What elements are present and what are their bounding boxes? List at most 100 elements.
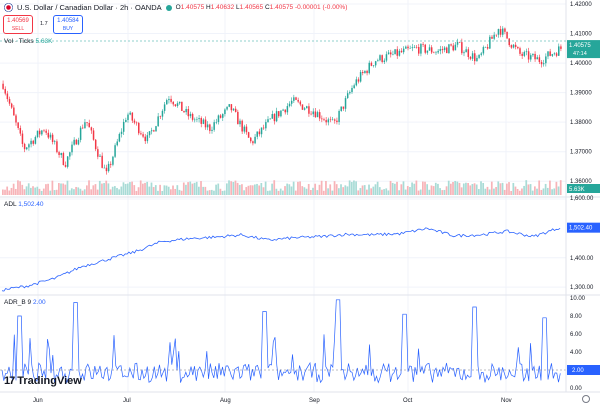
candle-body: [260, 127, 263, 135]
volume-bar: [325, 181, 327, 195]
volume-bar: [189, 181, 192, 195]
volume-bar: [62, 183, 65, 195]
volume-bar: [275, 188, 278, 195]
volume-bar: [32, 186, 34, 195]
volume-bar: [40, 190, 43, 195]
candle-body: [480, 53, 482, 55]
volume-bar: [312, 187, 314, 195]
volume-bar: [262, 187, 265, 195]
candle-body: [415, 46, 418, 48]
volume-bar: [417, 190, 420, 195]
volume-bar: [495, 187, 497, 195]
volume-bar: [208, 190, 211, 195]
candle-body: [396, 49, 398, 56]
candle-body: [540, 61, 543, 65]
volume-bar: [316, 190, 319, 195]
candle-body: [357, 79, 360, 82]
candle-body: [155, 126, 157, 132]
candle-body: [60, 153, 62, 155]
volume-bar: [249, 185, 252, 195]
candle-body: [521, 53, 523, 56]
candle-body: [140, 133, 142, 135]
candle-body: [359, 72, 362, 82]
sell-button[interactable]: 1.40569 SELL: [3, 15, 33, 34]
volume-bar: [234, 180, 237, 195]
volume-bar: [204, 186, 207, 195]
volume-bar: [419, 189, 422, 195]
volume-bar: [260, 183, 263, 195]
volume-bar: [376, 181, 379, 195]
volume-bar: [497, 181, 500, 195]
candle-body: [342, 106, 345, 109]
volume-bar: [238, 184, 241, 195]
volume-bar: [538, 180, 541, 195]
tradingview-logo[interactable]: 17 TradingView: [4, 375, 82, 387]
candle-body: [174, 104, 177, 107]
candle-body: [217, 115, 220, 123]
adl-legend[interactable]: ADL 1,502.40: [4, 201, 44, 208]
candle-body: [90, 127, 93, 131]
volume-bar: [27, 183, 30, 195]
candle-body: [418, 47, 420, 54]
candle-body: [407, 46, 409, 49]
candle-body: [301, 104, 304, 110]
volume-bar: [256, 183, 258, 195]
volume-bar: [307, 183, 310, 195]
candle-body: [293, 97, 295, 101]
volume-bar: [53, 190, 56, 195]
adr-tick-label: 0.00: [570, 386, 582, 392]
volume-bar: [422, 181, 424, 195]
volume-bar: [8, 190, 11, 195]
volume-bar: [114, 186, 116, 195]
price-axis[interactable]: 1.42000 1.41000 1.40000 1.39000 1.38000 1.370…: [567, 2, 600, 392]
volume-bar: [68, 190, 71, 195]
adr-legend[interactable]: ADR_B 9 2.00: [4, 299, 46, 306]
volume-bar: [329, 184, 332, 195]
gear-icon[interactable]: [582, 395, 590, 403]
volume-bar: [109, 189, 112, 195]
volume-bar: [299, 181, 301, 195]
adl-series: [1, 227, 561, 292]
volume-bar: [12, 183, 15, 195]
candle-body: [323, 119, 325, 121]
symbol-title[interactable]: U.S. Dollar / Canadian Dollar · 2h · OAN…: [17, 3, 162, 12]
candle-body: [295, 97, 297, 100]
volume-bar: [348, 180, 351, 195]
candle-body: [288, 103, 291, 107]
candle-body: [19, 127, 22, 134]
volume-bar: [437, 183, 439, 195]
candle-body: [105, 167, 108, 172]
volume-bar: [236, 182, 239, 195]
volume-bar: [488, 189, 491, 195]
candle-body: [428, 47, 431, 51]
candle-body: [45, 130, 47, 133]
candle-body: [547, 51, 549, 57]
volume-bar: [38, 188, 41, 195]
candle-body: [377, 60, 379, 62]
usdcad-flag-icon: [4, 3, 13, 12]
candle-body: [202, 119, 205, 124]
time-axis[interactable]: Jun Jul Aug Sep Oct Nov: [33, 395, 590, 405]
volume-bar: [493, 188, 495, 195]
buy-button[interactable]: 1.40584 BUY: [53, 15, 83, 34]
volume-legend[interactable]: Vol · Ticks 5.63K: [4, 38, 53, 45]
adl-line: [1, 227, 561, 292]
candle-body: [499, 29, 502, 35]
volume-bar: [432, 186, 435, 195]
volume-bar: [282, 190, 284, 195]
volume-bar: [226, 183, 228, 195]
candle-body: [411, 47, 414, 49]
candle-body: [433, 52, 435, 54]
volume-bar: [471, 183, 474, 195]
candle-body: [10, 103, 13, 108]
current-price-label: 1.40575: [569, 43, 591, 49]
candle-body: [161, 110, 164, 117]
volume-bar: [372, 186, 375, 195]
candle-body: [379, 55, 381, 61]
candle-body: [308, 106, 310, 114]
symbol-legend[interactable]: U.S. Dollar / Canadian Dollar · 2h · OAN…: [4, 3, 347, 12]
volume-bar: [518, 190, 521, 195]
candle-body: [439, 49, 442, 51]
candle-body: [474, 53, 476, 62]
